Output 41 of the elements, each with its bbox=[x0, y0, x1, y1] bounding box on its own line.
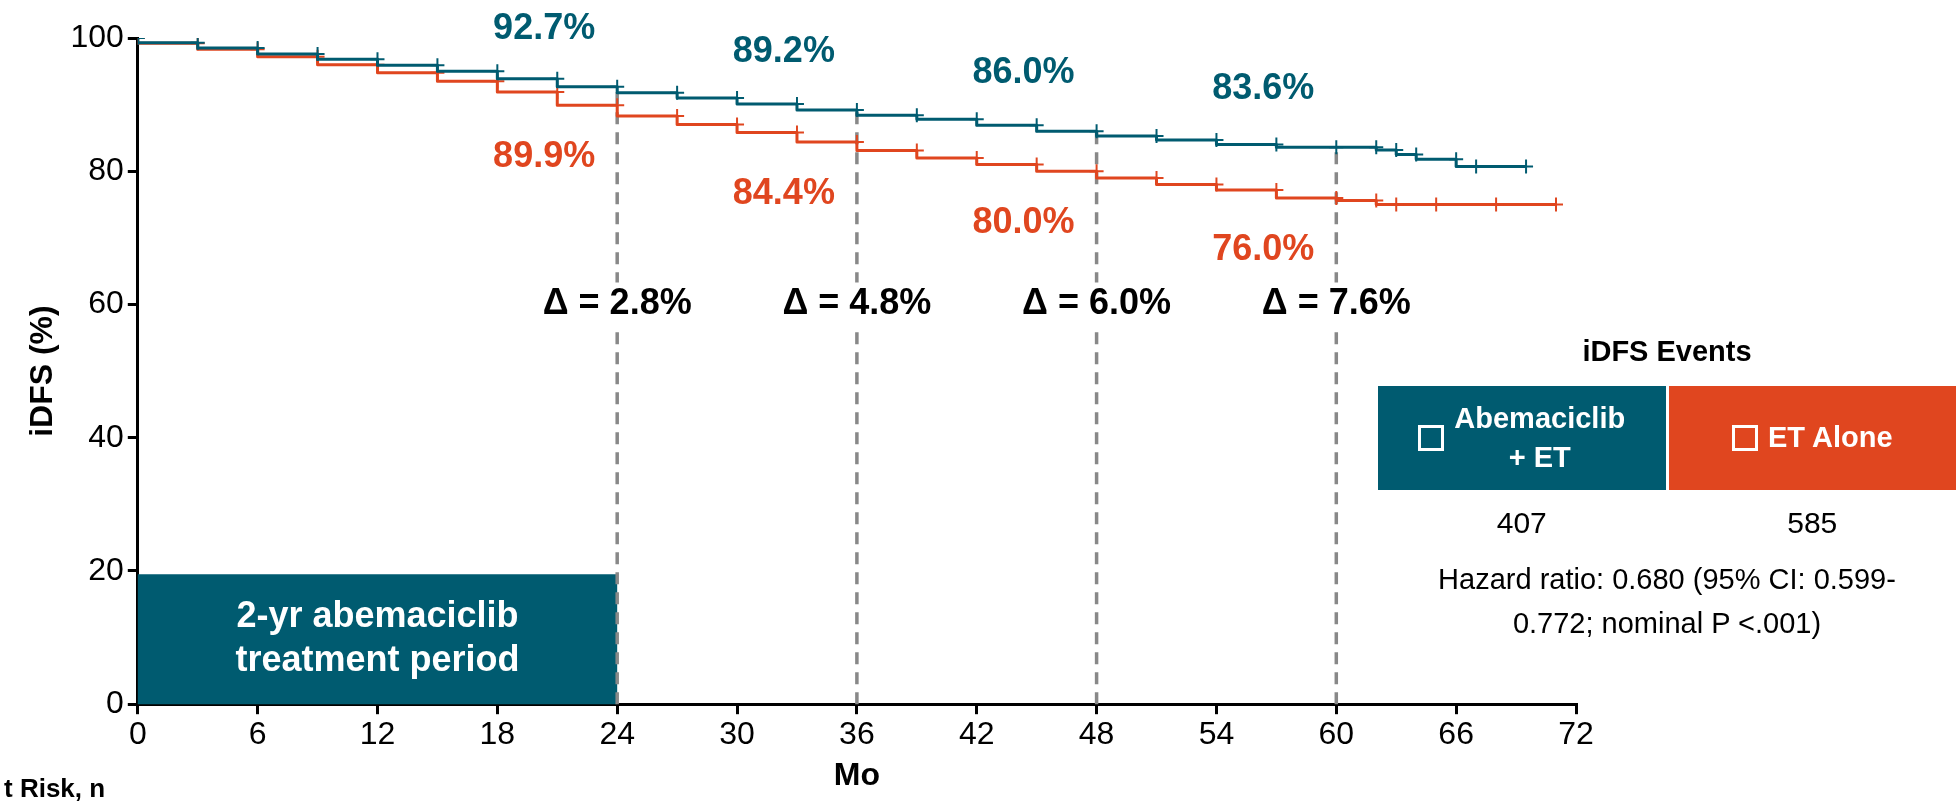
x-tick-label: 12 bbox=[359, 715, 396, 752]
y-tick-label: 100 bbox=[70, 17, 124, 54]
x-tick-label: 72 bbox=[1558, 715, 1594, 752]
x-tick-label: 30 bbox=[719, 715, 755, 752]
annotation: 92.7% bbox=[493, 5, 596, 47]
y-tick-label: 40 bbox=[88, 417, 124, 454]
y-tick-label: 60 bbox=[88, 284, 124, 321]
legend-label: Abemaciclib + ET bbox=[1454, 400, 1626, 475]
x-tick-label: 0 bbox=[128, 715, 147, 752]
text: 585 bbox=[1786, 506, 1839, 540]
x-tick-label: 6 bbox=[248, 715, 267, 752]
annotation: 84.4% bbox=[732, 170, 835, 212]
y-tick-label: 0 bbox=[105, 684, 124, 721]
x-tick-label: 18 bbox=[479, 715, 516, 752]
x-tick-label: 54 bbox=[1198, 715, 1235, 752]
annotation: Δ = 4.8% bbox=[782, 281, 932, 323]
annotation: 89.9% bbox=[493, 134, 596, 176]
x-tick-label: 66 bbox=[1438, 715, 1474, 752]
annotation: 76.0% bbox=[1212, 226, 1315, 268]
x-tick-label: 42 bbox=[958, 715, 995, 752]
legend-label: ET Alone bbox=[1767, 420, 1893, 456]
annotation: 80.0% bbox=[972, 200, 1075, 242]
annotation: Δ = 2.8% bbox=[542, 281, 692, 323]
x-tick-label: 60 bbox=[1318, 715, 1355, 752]
band-label: 2-yr abemaciclib treatment period bbox=[235, 594, 520, 680]
annotation: 83.6% bbox=[1212, 66, 1315, 108]
annotation: 407 bbox=[1495, 506, 1548, 540]
y-tick-label: 80 bbox=[88, 151, 124, 188]
legend-title: iDFS Events bbox=[1581, 335, 1753, 368]
x-tick-label: 36 bbox=[839, 715, 875, 752]
x-axis-title: Mo bbox=[833, 755, 880, 792]
annotation: 89.2% bbox=[732, 28, 835, 70]
y-tick-label: 20 bbox=[88, 550, 124, 587]
x-tick-label: 48 bbox=[1078, 715, 1115, 752]
annotation: 86.0% bbox=[972, 50, 1075, 92]
text: t Risk, n bbox=[4, 773, 106, 804]
x-tick-label: 24 bbox=[599, 715, 635, 752]
y-axis-title: iDFS (%) bbox=[23, 305, 60, 437]
annotation: Hazard ratio: 0.680 (95% CI: 0.599-0.772; nominal P <.001) bbox=[1437, 562, 1897, 641]
annotation: Δ = 6.0% bbox=[1022, 281, 1172, 323]
annotation: Δ = 7.6% bbox=[1261, 281, 1411, 323]
